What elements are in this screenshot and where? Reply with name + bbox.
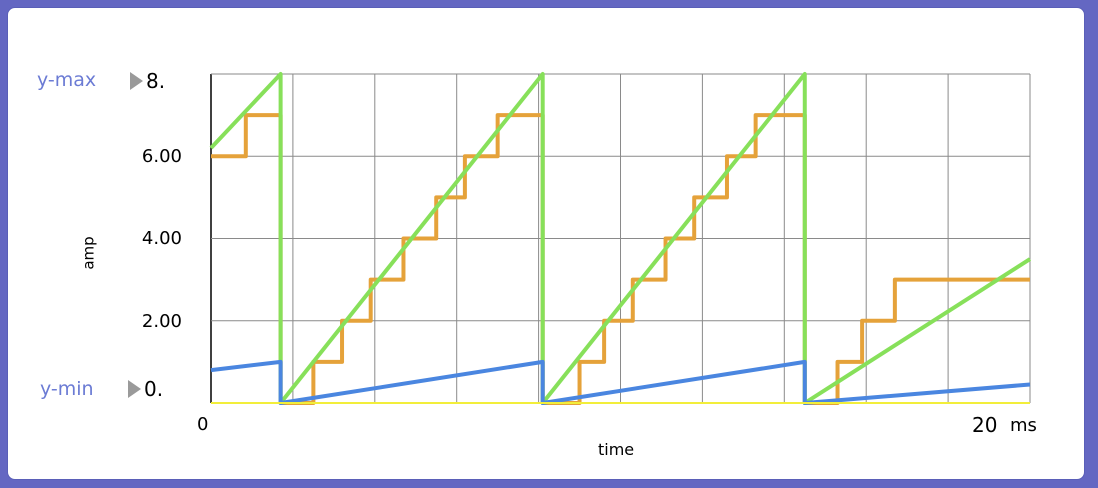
ymin-value[interactable]: 0. [144, 377, 164, 401]
y-tick-label: 4.00 [141, 228, 182, 249]
y-tick-label: 2.00 [141, 311, 182, 332]
series-blue-ramp [210, 359, 1031, 405]
grid [210, 73, 1031, 404]
ymax-arrow-icon[interactable] [130, 72, 143, 90]
ymax-label: y-max [37, 69, 97, 91]
series-green-sawtooth [209, 72, 1032, 405]
x-unit-label: ms [1010, 415, 1037, 436]
x-tick-label: 0 [197, 414, 209, 435]
ymin-arrow-icon[interactable] [128, 380, 141, 398]
ymin-label: y-min [40, 378, 94, 400]
x-axis-label: time [598, 440, 635, 459]
x-tick-label: 20 [972, 413, 998, 437]
ymax-value[interactable]: 8. [146, 69, 166, 93]
y-tick-label: 6.00 [141, 146, 182, 167]
series-layer [209, 72, 1032, 405]
